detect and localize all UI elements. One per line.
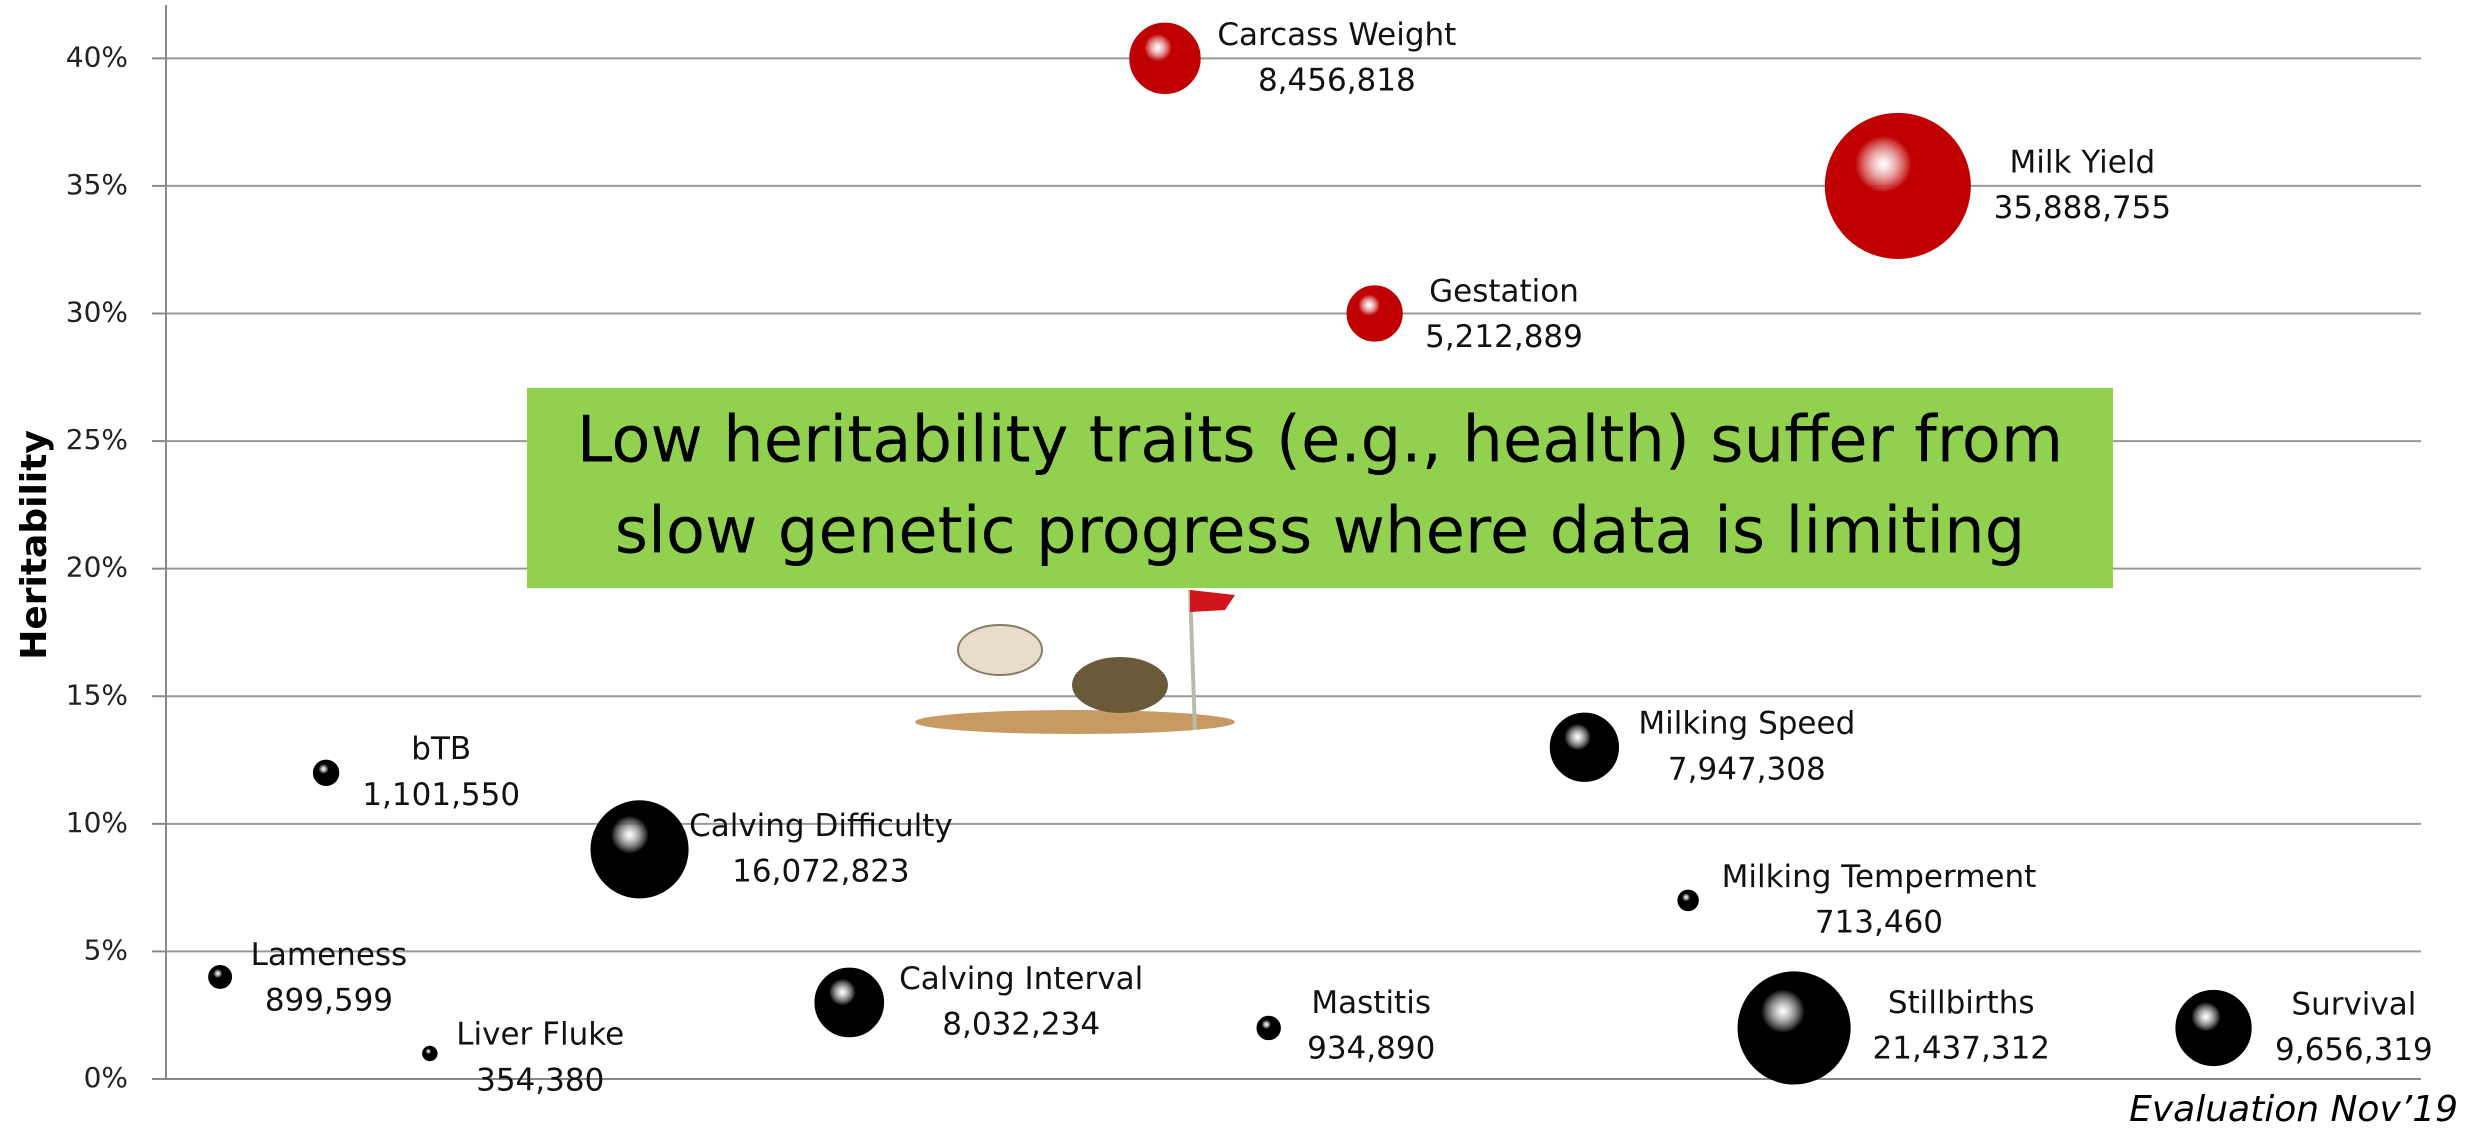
y-tick-label: 10%	[66, 806, 128, 839]
annotation-box	[527, 388, 2113, 588]
bubble-value-label: 7,947,308	[1668, 751, 1826, 787]
bubble-label: Liver Fluke	[456, 1017, 624, 1053]
bubble-label: Milking Temperment	[1722, 859, 2037, 895]
bubble-label: bTB	[411, 731, 471, 767]
y-tick-label: 5%	[84, 933, 128, 966]
bubble-label: Mastitis	[1311, 985, 1431, 1021]
annotation-line: Low heritability traits (e.g., health) s…	[577, 404, 2063, 478]
footnote: Evaluation Nov’19	[2129, 1089, 2458, 1129]
bubble-value-label: 5,212,889	[1425, 319, 1583, 355]
bubble	[208, 964, 233, 989]
bubble-value-label: 713,460	[1815, 905, 1943, 941]
bubble-label: Calving Difficulty	[689, 808, 953, 844]
bubble	[1346, 285, 1403, 342]
y-tick-label: 15%	[66, 678, 128, 711]
bubble-label: Lameness	[251, 937, 408, 973]
bubble-value-label: 8,032,234	[942, 1007, 1100, 1043]
annotation-line: slow genetic progress where data is limi…	[615, 495, 2026, 569]
bubble	[1677, 889, 1699, 912]
bubble	[1824, 112, 1971, 259]
bubble-value-label: 35,888,755	[1994, 190, 2172, 226]
bubble-value-label: 9,656,319	[2275, 1032, 2433, 1068]
bubble	[1549, 712, 1620, 782]
y-tick-label: 40%	[66, 40, 128, 73]
bubble	[1737, 971, 1851, 1085]
bubble-value-label: 934,890	[1307, 1031, 1435, 1067]
bubble-value-label: 16,072,823	[732, 854, 910, 890]
y-tick-label: 20%	[66, 551, 128, 584]
bubble-label: Calving Interval	[899, 961, 1143, 997]
bubble-label: Milk Yield	[2010, 144, 2156, 180]
bubble	[1129, 22, 1201, 95]
race-illustration	[915, 589, 1235, 734]
bubble	[590, 800, 689, 899]
bubble-value-label: 899,599	[265, 983, 393, 1019]
bubbles: Carcass Weight 8,456,818 Milk Yield 35,888,…	[208, 17, 2433, 1098]
y-tick-label: 0%	[84, 1061, 128, 1094]
bubble	[422, 1045, 438, 1062]
bubble	[2175, 989, 2252, 1067]
bubble-label: Gestation	[1429, 273, 1579, 309]
y-tick-label: 25%	[66, 423, 128, 456]
bubble-label: Stillbirths	[1888, 985, 2035, 1021]
bubble-value-label: 1,101,550	[362, 777, 520, 813]
bubble-value-label: 354,380	[476, 1062, 604, 1098]
y-tick-label: 30%	[66, 296, 128, 329]
bubble	[312, 759, 340, 787]
y-axis-title: Heritability	[14, 430, 55, 660]
bubble-value-label: 8,456,818	[1258, 62, 1416, 98]
bubble	[1256, 1015, 1281, 1041]
bubble-label: Survival	[2291, 986, 2416, 1022]
bubble-label: Carcass Weight	[1217, 17, 1456, 53]
bubble-value-label: 21,437,312	[1873, 1031, 2051, 1067]
bubble	[814, 967, 885, 1038]
y-tick-label: 35%	[66, 168, 128, 201]
bubble-label: Milking Speed	[1638, 706, 1855, 742]
